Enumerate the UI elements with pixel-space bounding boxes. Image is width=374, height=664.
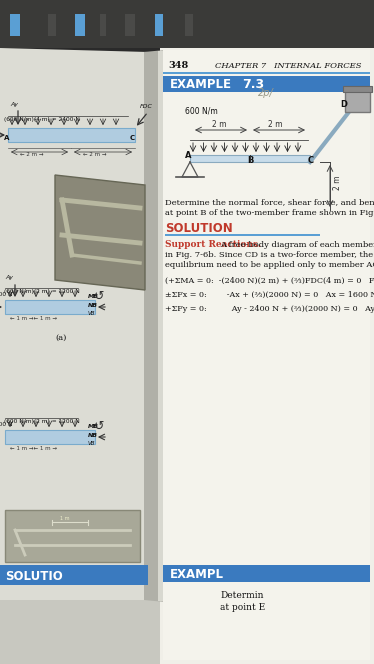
- Polygon shape: [5, 510, 140, 562]
- Polygon shape: [0, 600, 374, 664]
- Bar: [343, 86, 372, 92]
- Text: MB: MB: [88, 424, 99, 429]
- Polygon shape: [8, 128, 135, 142]
- Text: 2 m: 2 m: [212, 120, 227, 129]
- Bar: [155, 14, 163, 36]
- Text: ← 1 m →← 1 m →: ← 1 m →← 1 m →: [10, 316, 57, 321]
- Bar: [100, 14, 106, 36]
- Bar: [185, 14, 193, 36]
- Text: Ay: Ay: [5, 275, 13, 280]
- Text: at point B of the two-member frame shown in Fig. 7-6a.: at point B of the two-member frame shown…: [165, 209, 374, 217]
- Text: MB: MB: [88, 294, 99, 299]
- Bar: [48, 14, 56, 36]
- Polygon shape: [163, 76, 370, 92]
- Text: FDC: FDC: [140, 104, 153, 109]
- Polygon shape: [0, 48, 148, 600]
- Text: (600 N/m)(4 m) = 2400 N: (600 N/m)(4 m) = 2400 N: [4, 117, 80, 122]
- Text: ↺: ↺: [94, 290, 104, 303]
- Text: ← 2 m →: ← 2 m →: [20, 152, 43, 157]
- Polygon shape: [0, 565, 148, 585]
- Text: at point E: at point E: [220, 603, 265, 612]
- Text: NB: NB: [88, 433, 98, 438]
- Polygon shape: [163, 72, 370, 74]
- Text: EXAMPL: EXAMPL: [170, 568, 224, 581]
- Text: (a): (a): [55, 334, 66, 342]
- Text: (600 N/m)(2 m) = 1200 N: (600 N/m)(2 m) = 1200 N: [4, 289, 80, 294]
- Text: 600 N: 600 N: [0, 292, 12, 297]
- Text: 2p/: 2p/: [258, 88, 274, 98]
- Text: A: A: [4, 135, 9, 141]
- Text: B: B: [247, 156, 253, 165]
- Polygon shape: [158, 51, 163, 601]
- Text: SOLUTIO: SOLUTIO: [5, 570, 63, 583]
- Polygon shape: [55, 175, 145, 290]
- Text: Ay: Ay: [10, 102, 18, 107]
- Text: +ΣFy = 0:          Ay - 2400 N + (⅔)(2000 N) = 0   Ay = 1200 N: +ΣFy = 0: Ay - 2400 N + (⅔)(2000 N) = 0 …: [165, 305, 374, 313]
- Bar: [125, 14, 135, 36]
- Text: A free-body diagram of each member is shown: A free-body diagram of each member is sh…: [220, 241, 374, 249]
- Polygon shape: [5, 300, 95, 314]
- Polygon shape: [190, 155, 310, 162]
- Text: Determine the normal force, shear force, and bending moment acting: Determine the normal force, shear force,…: [165, 199, 374, 207]
- Text: 2 m: 2 m: [268, 120, 282, 129]
- Polygon shape: [160, 48, 374, 664]
- Text: C: C: [130, 135, 135, 141]
- Text: NB: NB: [88, 303, 98, 308]
- Text: C: C: [308, 156, 314, 165]
- Polygon shape: [5, 430, 95, 444]
- Text: ← 2 m →: ← 2 m →: [83, 152, 107, 157]
- Text: VB: VB: [88, 441, 95, 446]
- Bar: [75, 14, 85, 36]
- Text: Support Reactions.: Support Reactions.: [165, 240, 261, 249]
- Text: (600 N/m)(2 m) = 1200 N: (600 N/m)(2 m) = 1200 N: [4, 419, 80, 424]
- Text: 600 N/m: 600 N/m: [185, 106, 218, 115]
- Text: ±ΣFx = 0:        -Ax + (⅔)(2000 N) = 0   Ax = 1600 N: ±ΣFx = 0: -Ax + (⅔)(2000 N) = 0 Ax = 160…: [165, 291, 374, 299]
- Text: 600 N: 600 N: [0, 422, 12, 427]
- Text: ← 1 m →← 1 m →: ← 1 m →← 1 m →: [10, 446, 57, 451]
- Polygon shape: [0, 0, 374, 48]
- Bar: [10, 14, 20, 36]
- Text: 348: 348: [168, 61, 188, 70]
- Text: Determin: Determin: [220, 591, 264, 600]
- Text: in Fig. 7-6b. Since CD is a two-force member, the equations of: in Fig. 7-6b. Since CD is a two-force me…: [165, 251, 374, 259]
- Bar: [345, 90, 370, 112]
- Text: 2 m: 2 m: [333, 175, 342, 190]
- Text: D: D: [340, 100, 347, 109]
- Text: 7.3: 7.3: [242, 78, 264, 91]
- Text: CHAPTER 7   INTERNAL FORCES: CHAPTER 7 INTERNAL FORCES: [215, 62, 362, 70]
- Text: VB: VB: [88, 311, 95, 316]
- Text: ↺: ↺: [94, 420, 104, 433]
- Text: SOLUTION: SOLUTION: [165, 222, 233, 235]
- Text: equilibrium need to be applied only to member AC.: equilibrium need to be applied only to m…: [165, 261, 374, 269]
- Text: A: A: [185, 151, 191, 160]
- Polygon shape: [144, 50, 165, 602]
- Polygon shape: [163, 50, 370, 660]
- Polygon shape: [165, 234, 320, 236]
- Text: (+ΣMA = 0:  -(2400 N)(2 m) + (⅔)FDC(4 m) = 0   FDC = 2000 N: (+ΣMA = 0: -(2400 N)(2 m) + (⅔)FDC(4 m) …: [165, 277, 374, 285]
- Polygon shape: [163, 565, 370, 582]
- Text: EXAMPLE: EXAMPLE: [170, 78, 232, 91]
- Text: 1 m: 1 m: [60, 516, 70, 521]
